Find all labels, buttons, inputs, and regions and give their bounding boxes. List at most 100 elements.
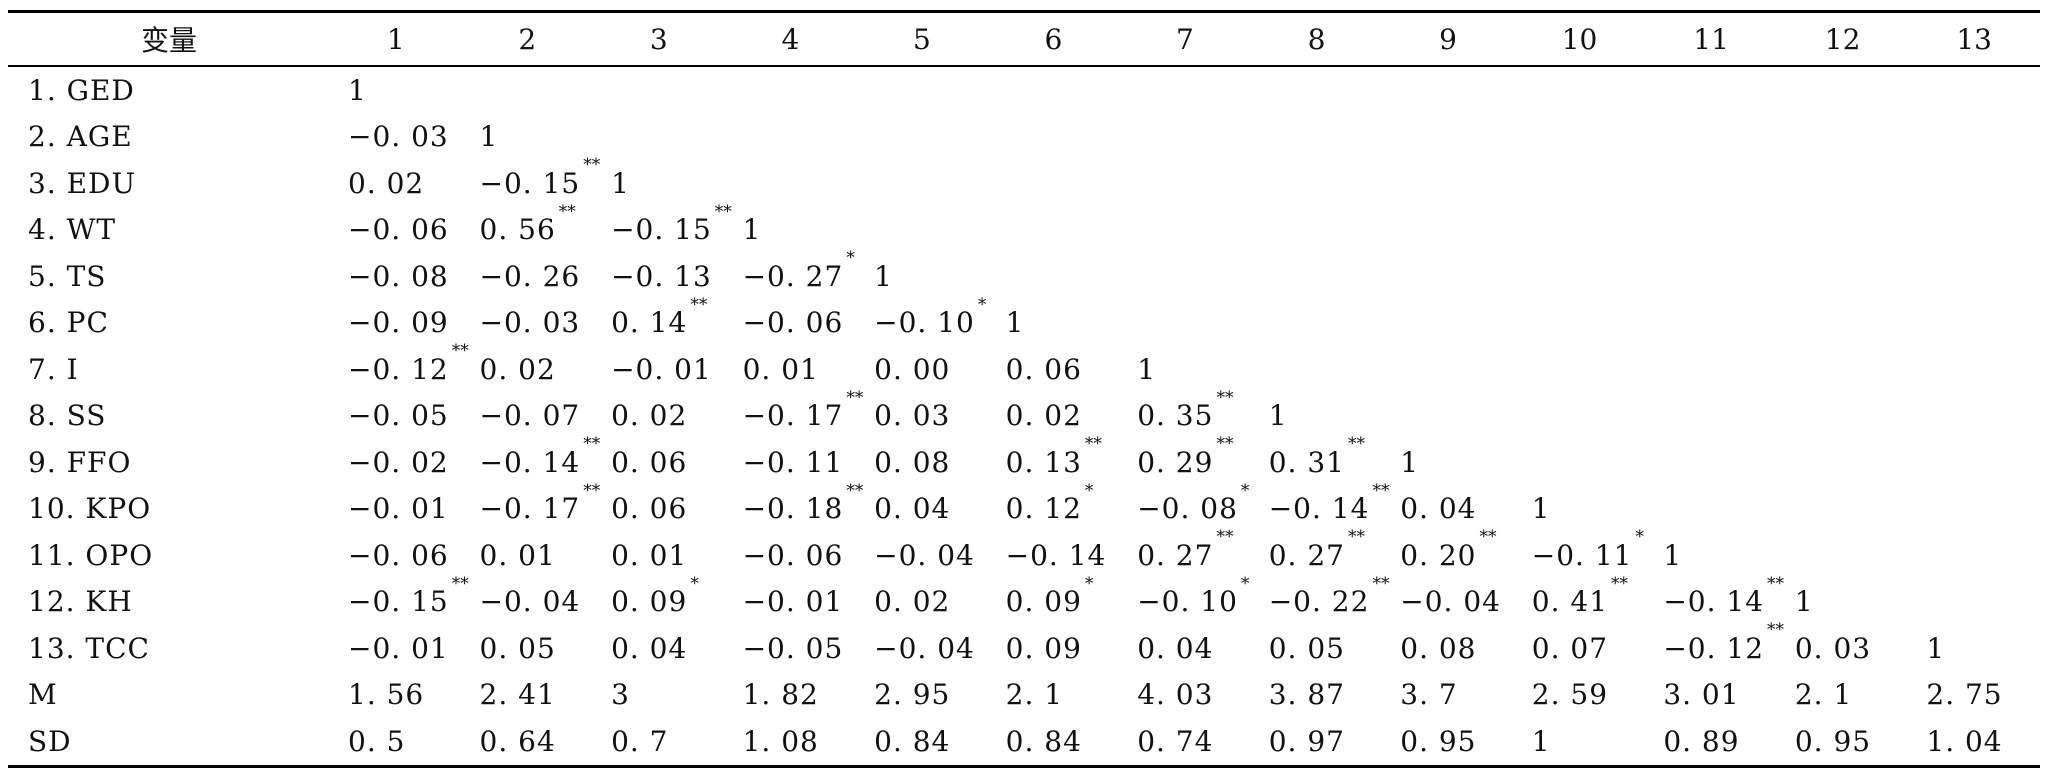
header-column-4: 4 (781, 22, 800, 56)
header-column-9: 9 (1439, 22, 1457, 56)
cell-value: 0. 29 (1137, 445, 1214, 479)
table-cell (1382, 300, 1514, 347)
cell-value: −0. 01 (742, 585, 844, 619)
table-cell: 1 (1777, 579, 1909, 626)
cell-value: 0. 02 (611, 399, 688, 433)
table-cell: −0. 17** (462, 481, 601, 533)
table-row: 3. EDU 0. 02 −0. 15** 1 (8, 155, 2040, 207)
table-cell: −0. 14** (462, 434, 601, 486)
cell-value: 1 (611, 166, 630, 200)
table-cell (1908, 393, 2040, 440)
cell-value: 0. 01 (479, 538, 556, 572)
table-cell: 2. 95 (856, 672, 988, 719)
table-cell (1908, 66, 2040, 114)
table-cell (1119, 66, 1251, 114)
cell-value: 0. 31 (1268, 445, 1345, 479)
table-cell: 0. 06 (593, 439, 725, 486)
table-cell (988, 66, 1120, 114)
table-cell: 0. 09* (988, 574, 1120, 626)
table-cell (1645, 439, 1777, 486)
significance-marker: ** (583, 434, 601, 455)
cell-value: 0. 00 (874, 352, 951, 386)
header-row: 变量 1 2 3 4 5 6 7 8 9 10 11 12 13 (8, 11, 2040, 66)
table-cell: 1 (1908, 625, 2040, 672)
significance-marker: ** (1611, 573, 1629, 594)
cell-value: 0. 95 (1400, 724, 1477, 758)
cell-value: 1 (1794, 585, 1814, 619)
table-cell: 0. 09* (593, 574, 725, 626)
table-cell (1908, 114, 2040, 161)
table-cell: 0. 08 (856, 439, 988, 486)
cell-value: 0. 97 (1268, 724, 1345, 758)
row-label: 11. OPO (28, 538, 154, 572)
table-cell (725, 160, 857, 207)
table-cell: 1 (988, 300, 1120, 347)
correlation-table-container: 变量 1 2 3 4 5 6 7 8 9 10 11 12 13 1. GED 1 2. AGE −0. 03… (8, 10, 2040, 768)
cell-value: 0. 06 (611, 492, 688, 526)
table-cell: 0. 04 (593, 625, 725, 672)
table-cell: 2. 59 (1514, 672, 1646, 719)
table-cell: 0. 09 (988, 625, 1120, 672)
row-label: 2. AGE (28, 120, 133, 154)
cell-value: 1 (348, 73, 367, 107)
table-cell (1777, 160, 1909, 207)
table-cell (988, 160, 1120, 207)
significance-marker: ** (714, 201, 732, 222)
table-cell: 1 (330, 66, 462, 114)
table-cell: −0. 27* (725, 248, 857, 300)
significance-marker: ** (451, 341, 469, 362)
cell-value: 0. 02 (874, 585, 951, 619)
table-cell: −0. 04 (856, 532, 988, 579)
cell-value: −0. 10 (874, 306, 975, 340)
cell-value: 0. 64 (479, 724, 556, 758)
table-cell: 3. 01 (1645, 672, 1777, 719)
table-cell: −0. 11 (725, 439, 857, 486)
table-row: 11. OPO −0. 06 0. 01 0. 01 −0. 06 −0. 04 −0. 1… (8, 527, 2040, 579)
table-cell: −0. 14** (1251, 481, 1390, 533)
cell-value: 0. 27 (1137, 538, 1214, 572)
cell-value: −0. 07 (479, 399, 581, 433)
table-cell: 0. 35** (1119, 388, 1251, 440)
table-cell (1908, 532, 2040, 579)
table-cell: 0. 20** (1382, 527, 1514, 579)
table-cell (593, 66, 725, 114)
cell-value: −0. 06 (742, 538, 844, 572)
cell-value: 1 (1400, 445, 1420, 479)
table-cell (1382, 66, 1514, 114)
table-cell: 1 (856, 253, 988, 300)
table-cell: 1 (1514, 718, 1646, 766)
table-row: 2. AGE −0. 03 1 (8, 114, 2040, 161)
cell-value: 1 (479, 120, 499, 154)
table-cell: 0. 05 (1251, 625, 1383, 672)
table-cell: 0. 05 (462, 625, 594, 672)
cell-value: −0. 04 (479, 585, 581, 619)
table-cell: 0. 01 (462, 532, 594, 579)
table-cell: −0. 01 (330, 486, 462, 533)
table-cell: −0. 15** (462, 155, 601, 207)
cell-value: −0. 04 (874, 631, 975, 665)
cell-value: 0. 01 (611, 538, 688, 572)
header-column-11: 11 (1693, 22, 1729, 56)
table-row: 8. SS −0. 05 −0. 07 0. 02 −0. 17** 0. 03 0. 02… (8, 388, 2040, 440)
cell-value: 1 (1926, 631, 1946, 665)
table-cell: −0. 05 (725, 625, 857, 672)
cell-value: 3. 87 (1268, 678, 1345, 712)
cell-value: 1 (742, 213, 762, 247)
cell-value: 0. 84 (874, 724, 951, 758)
table-cell: −0. 12** (1645, 620, 1784, 672)
table-cell (1777, 346, 1909, 393)
significance-marker: * (846, 248, 855, 269)
cell-value: 0. 04 (1400, 492, 1477, 526)
row-label: 4. WT (28, 213, 117, 247)
table-cell: 0. 03 (856, 393, 988, 440)
table-cell: −0. 15** (593, 202, 732, 254)
table-cell (1908, 346, 2040, 393)
table-cell (1645, 114, 1777, 161)
cell-value: 0. 13 (1005, 445, 1082, 479)
table-cell: 0. 56** (462, 202, 594, 254)
significance-marker: ** (846, 387, 864, 408)
significance-marker: * (1240, 480, 1250, 501)
cell-value: 0. 56 (479, 213, 556, 247)
cell-value: −0. 27 (742, 259, 844, 293)
table-cell: −0. 07 (462, 393, 594, 440)
